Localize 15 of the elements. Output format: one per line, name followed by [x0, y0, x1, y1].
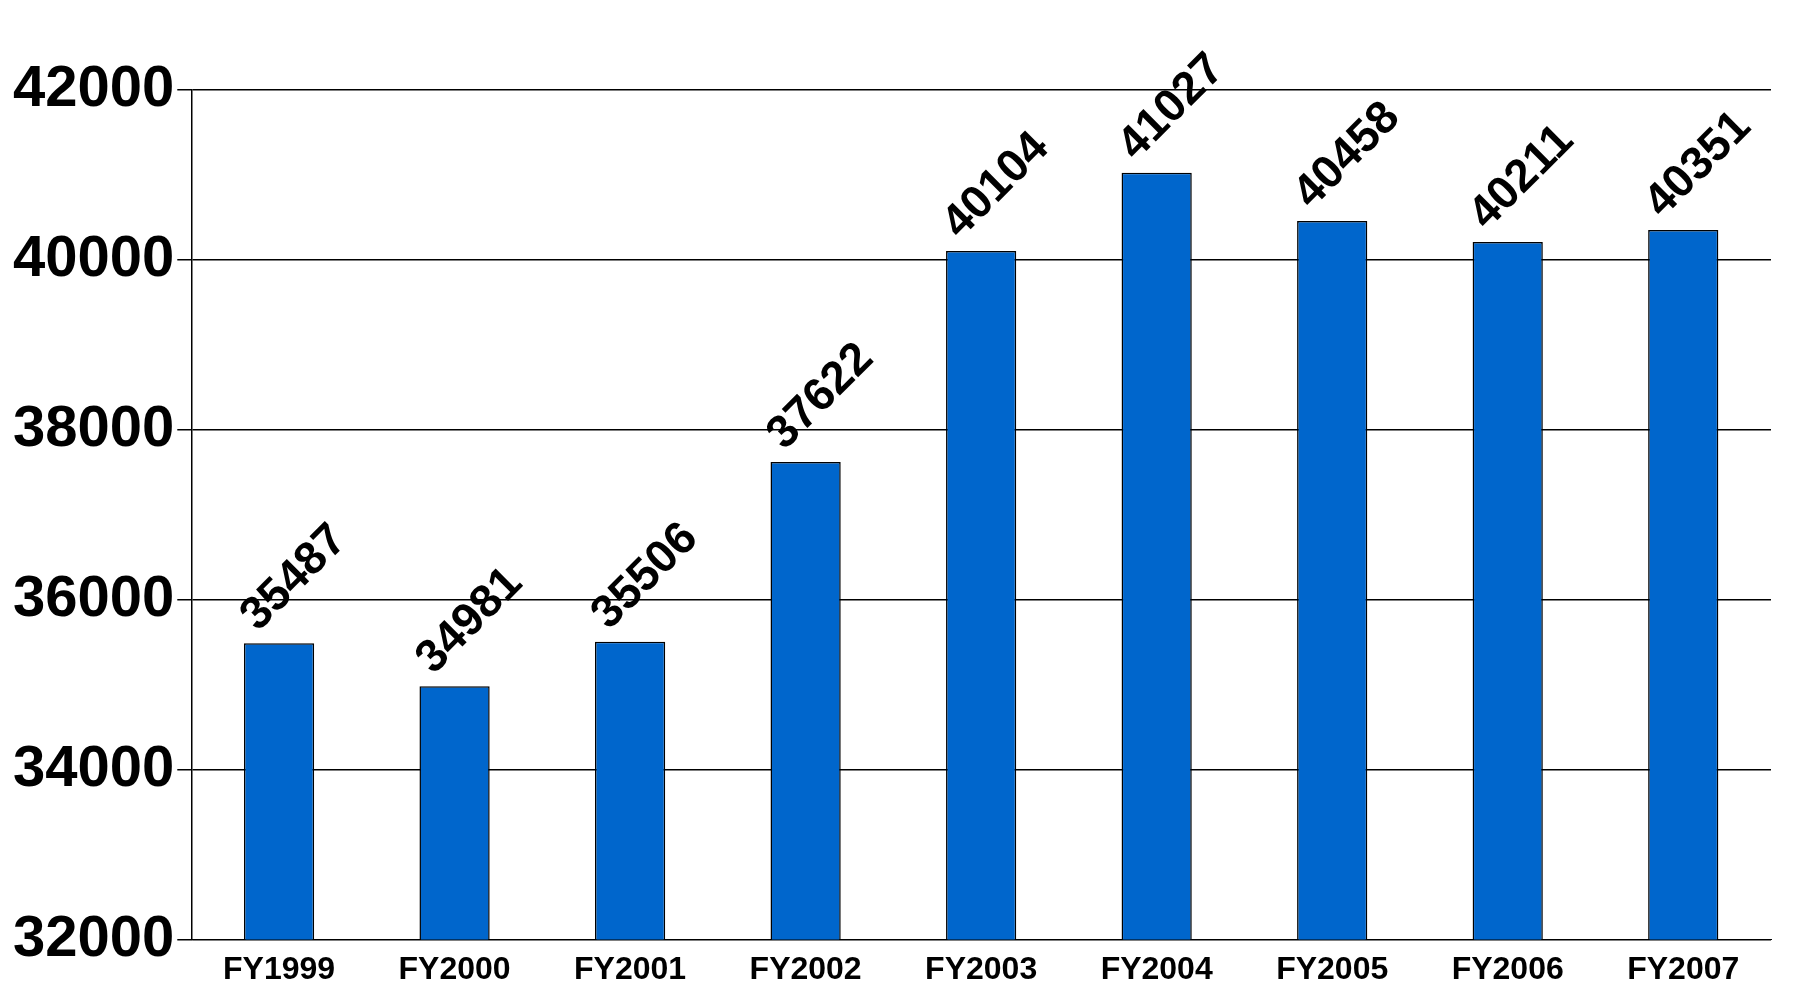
y-tick-label: 34000	[12, 732, 175, 798]
y-tick-label: 40000	[12, 222, 175, 288]
x-tick-label: FY1999	[223, 949, 336, 986]
y-tick-label: 36000	[12, 562, 175, 628]
x-tick-label: FY2003	[925, 949, 1038, 986]
x-tick-label: FY2006	[1451, 949, 1564, 986]
y-tick-label: 32000	[12, 902, 175, 968]
y-tick-label: 38000	[12, 392, 175, 458]
x-tick-label: FY2004	[1100, 949, 1213, 986]
x-tick-label: FY2002	[749, 949, 862, 986]
x-tick-label: FY2000	[398, 949, 511, 986]
y-tick-label: 42000	[12, 53, 175, 118]
x-tick-label: FY2007	[1627, 949, 1740, 986]
x-tick-label: FY2005	[1276, 949, 1389, 986]
x-tick-label: FY2001	[574, 949, 687, 986]
